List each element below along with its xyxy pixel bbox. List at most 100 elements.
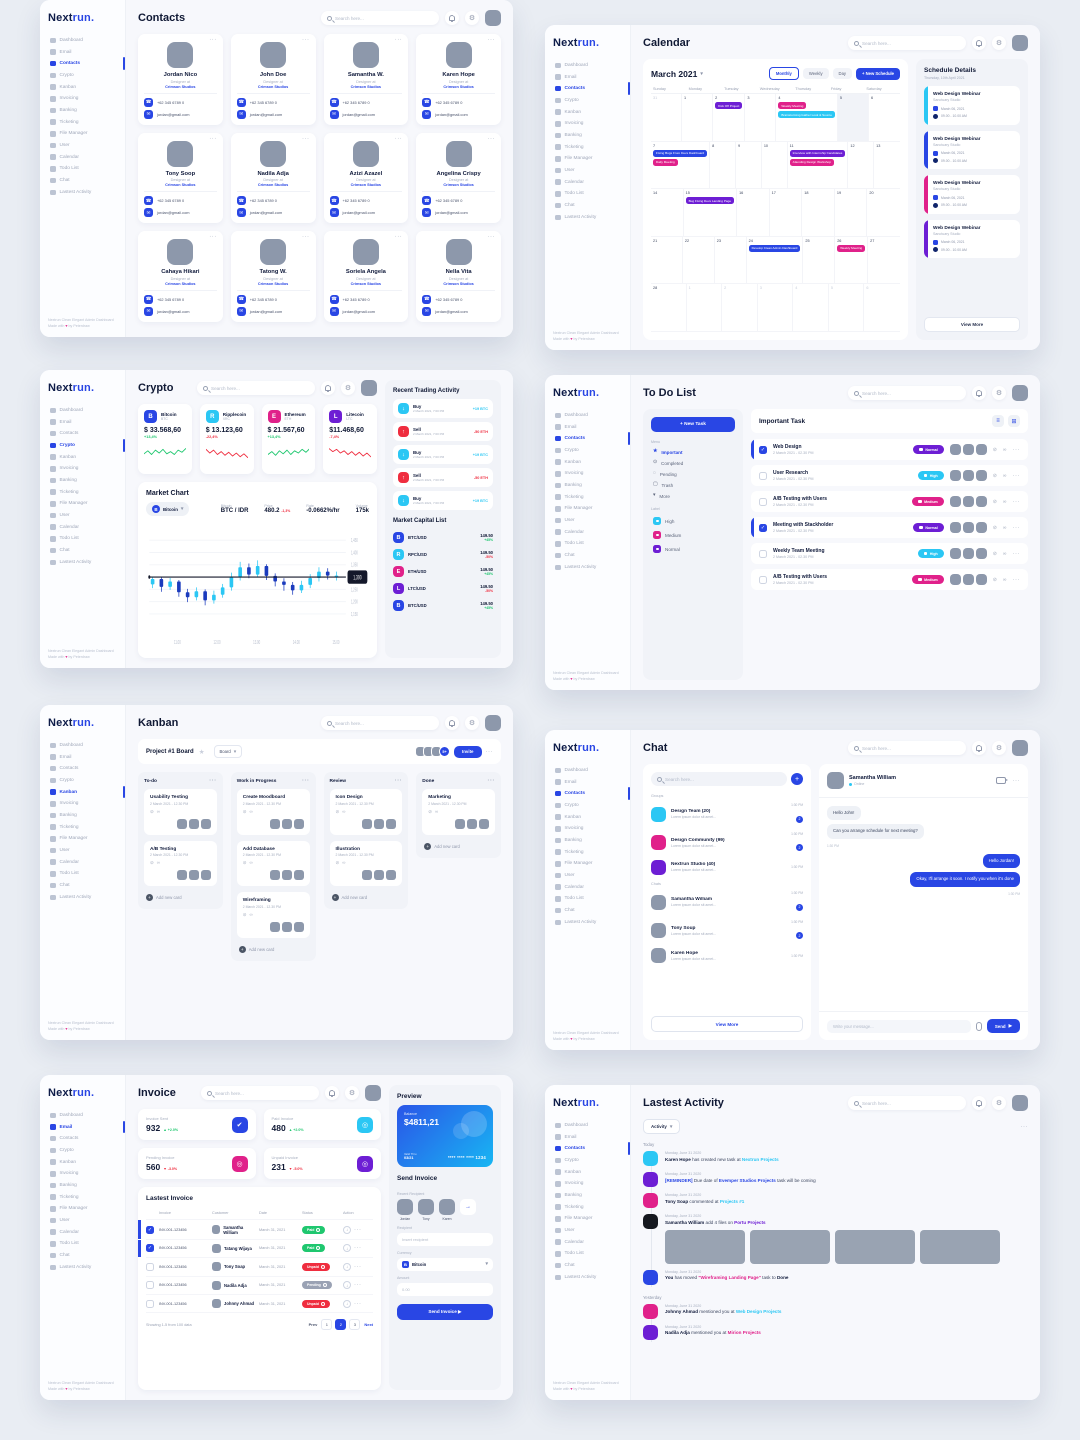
card-menu-icon[interactable]: ··· (394, 37, 403, 43)
sidebar-item-crypto[interactable]: Crypto (553, 95, 622, 106)
profile-avatar[interactable] (361, 380, 377, 396)
view-button-monthly[interactable]: Monthly (768, 67, 799, 80)
card-menu-icon[interactable]: ··· (302, 37, 310, 43)
sidebar-item-calendar[interactable]: Calendar (553, 527, 622, 538)
page-button-2[interactable]: 2 (335, 1319, 347, 1331)
page-button-1[interactable]: 1 (321, 1319, 333, 1331)
sidebar-item-ticketing[interactable]: Ticketing (553, 492, 622, 503)
send-invoice-button[interactable]: Send Invoice ▶ (397, 1303, 493, 1320)
sidebar-item-invoicing[interactable]: Invoicing (553, 823, 622, 834)
search-bar[interactable] (321, 11, 439, 25)
calendar-day[interactable]: 14 (651, 189, 684, 236)
month-selector[interactable]: March 2021 ▾ (651, 68, 703, 79)
calendar-event[interactable]: Bug Fixing Devs Landing Page (685, 197, 735, 205)
link-icon[interactable]: ∞ (1002, 472, 1007, 479)
sidebar-item-calendar[interactable]: Calendar (553, 882, 622, 893)
calendar-event[interactable]: Interview with Internship Candidates (789, 149, 846, 157)
view-button-weekly[interactable]: Weekly (802, 68, 829, 79)
row-menu-icon[interactable]: ··· (354, 1300, 362, 1307)
notifications-button[interactable] (972, 741, 986, 755)
calendar-day[interactable]: 5 (829, 284, 865, 331)
sidebar-item-ticketing[interactable]: Ticketing (48, 822, 117, 833)
row-checkbox[interactable]: ✓ (146, 1225, 154, 1234)
new-task-button[interactable]: + New Task (651, 417, 735, 432)
card-menu-icon[interactable]: ··· (394, 135, 403, 142)
schedule-item[interactable]: Web Design Webinar Sanctuary Studio March … (924, 175, 1020, 214)
attachment-icon[interactable]: ⊘ (992, 550, 997, 557)
sidebar-item-calendar[interactable]: Calendar (48, 1227, 117, 1238)
chat-list-item[interactable]: Karen Hope Lorem ipsum dolor sit amet... 1… (651, 945, 803, 966)
search-input[interactable] (215, 1090, 313, 1096)
board-select[interactable]: Board ▾ (213, 745, 243, 758)
task-menu-icon[interactable]: ··· (1012, 472, 1020, 479)
new-schedule-button[interactable]: + New Schedule (856, 67, 900, 80)
calendar-day[interactable]: 10 (762, 141, 788, 189)
sidebar-item-chat[interactable]: Chat (48, 1250, 117, 1261)
activity-filter-select[interactable]: Activity ▾ (643, 1119, 681, 1134)
add-new-card-button[interactable]: + Add new card (422, 841, 495, 852)
list-view-icon[interactable]: ≡ (992, 415, 1004, 427)
sidebar-item-dashboard[interactable]: Dashboard (553, 410, 622, 421)
add-new-card-button[interactable]: + Add new card (237, 944, 310, 955)
profile-avatar[interactable] (1012, 1095, 1028, 1111)
sidebar-item-user[interactable]: User (553, 1225, 622, 1236)
calendar-day[interactable]: 26 Weekly Meeting (835, 236, 869, 284)
sidebar-item-chat[interactable]: Chat (48, 545, 117, 556)
sidebar-item-email[interactable]: Email (48, 752, 117, 763)
sidebar-item-file-manager[interactable]: File Manager (48, 1204, 117, 1215)
sidebar-item-crypto[interactable]: Crypto (48, 775, 117, 786)
sidebar-item-banking[interactable]: Banking (48, 475, 117, 486)
sidebar-item-email[interactable]: Email (553, 422, 622, 433)
capital-row[interactable]: L LTC/USD 149.50 -50% (393, 580, 493, 597)
todo-label-high[interactable]: High (651, 514, 735, 528)
search-bar[interactable] (848, 386, 966, 400)
settings-button[interactable]: ⚙ (992, 386, 1006, 400)
currency-select[interactable]: B Bitcoin ▾ (397, 1257, 493, 1271)
schedule-item[interactable]: Web Design Webinar Sanctuary Studio March … (924, 219, 1020, 258)
task-checkbox[interactable]: ✓ (759, 523, 767, 532)
trade-item[interactable]: ↑ Sell 2 March 2021, 7:00 PM -50 ETH (393, 422, 493, 441)
sidebar-item-todo-list[interactable]: Todo List (48, 1239, 117, 1250)
add-new-card-button[interactable]: + Add new card (144, 892, 217, 903)
sidebar-item-lastest-activity[interactable]: Lastest Activity (48, 1262, 117, 1273)
invite-button[interactable]: Invite (454, 745, 482, 758)
download-icon[interactable]: ↓ (343, 1262, 351, 1271)
invoice-row[interactable]: INV-001-123456 Johnny Ahmad March 31, 2021… (146, 1295, 373, 1314)
sidebar-item-dashboard[interactable]: Dashboard (48, 35, 117, 46)
sidebar-item-ticketing[interactable]: Ticketing (48, 487, 117, 498)
sidebar-item-user[interactable]: User (553, 870, 622, 881)
row-menu-icon[interactable]: ··· (354, 1245, 362, 1252)
sidebar-item-calendar[interactable]: Calendar (48, 522, 117, 533)
link-icon[interactable]: ∞ (1002, 446, 1007, 453)
capital-row[interactable]: B BTC/USD 149.50 +45% (393, 597, 493, 614)
chat-list-item[interactable]: Tony Soup Lorem ipsum dolor sit amet... 1:… (651, 917, 803, 945)
capital-row[interactable]: B BTC/USD 149.50 +45% (393, 529, 493, 546)
chat-list-item[interactable]: Design Community (99) Lorem ipsum dolor s… (651, 828, 803, 856)
sidebar-item-file-manager[interactable]: File Manager (553, 154, 622, 165)
sidebar-item-invoicing[interactable]: Invoicing (553, 468, 622, 479)
card-menu-icon[interactable]: ··· (302, 234, 310, 240)
search-input[interactable] (335, 720, 433, 726)
sidebar-item-todo-list[interactable]: Todo List (553, 1249, 622, 1260)
coin-select[interactable]: B Bitcoin ▾ (146, 502, 190, 516)
sidebar-item-chat[interactable]: Chat (48, 175, 117, 186)
activity-link[interactable]: [REMINDER] (665, 1177, 693, 1183)
more-recipients-button[interactable]: → (460, 1199, 476, 1215)
recipient-input[interactable] (402, 1236, 488, 1242)
link-icon[interactable]: ∞ (1002, 524, 1007, 531)
view-more-button[interactable]: View More (651, 1016, 803, 1032)
sidebar-item-kanban[interactable]: Kanban (48, 82, 117, 93)
kanban-card[interactable]: Add Database 2 March 2021 - 12.30 PM ⊘ ∞ (236, 840, 310, 886)
task-row[interactable]: A/B Testing with Users 2 March 2021 - 02.… (751, 569, 1028, 590)
card-menu-icon[interactable]: ··· (487, 234, 495, 240)
kanban-card[interactable]: Illustration 2 March 2021 - 12.30 PM ⊘ ∞ (329, 840, 403, 886)
sidebar-item-contacts[interactable]: Contacts (48, 763, 117, 774)
link-icon[interactable]: ∞ (1002, 498, 1007, 505)
calendar-day[interactable]: 13 (874, 142, 900, 189)
page-button-3[interactable]: 3 (349, 1319, 361, 1331)
row-checkbox[interactable] (146, 1299, 154, 1308)
profile-avatar[interactable] (1012, 35, 1028, 51)
view-more-button[interactable]: View More (924, 317, 1020, 332)
calendar-event[interactable]: Kick Off Project (715, 102, 743, 110)
task-menu-icon[interactable]: ··· (1012, 446, 1020, 453)
